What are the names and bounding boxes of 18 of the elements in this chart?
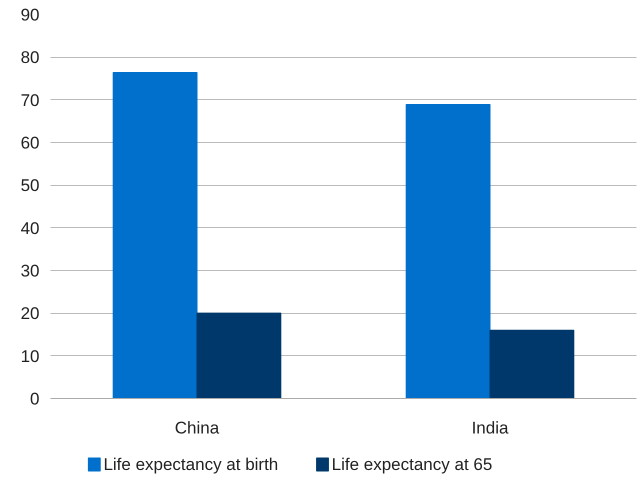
y-tick-label: 70 [20,90,40,110]
y-tick-label: 10 [20,346,40,366]
y-tick-label: 0 [30,390,40,408]
y-tick-label: 90 [20,6,40,24]
legend-label: Life expectancy at 65 [332,455,492,474]
y-tick-label: 50 [20,176,40,196]
legend-label: Life expectancy at birth [103,455,278,474]
y-tick-label: 20 [20,304,40,324]
bar [406,104,490,398]
bar [196,312,282,398]
x-tick-label: India [472,418,509,438]
y-tick-label: 80 [20,48,40,68]
y-tick-label: 60 [20,134,40,152]
bar [112,72,198,398]
y-tick-label: 40 [20,218,40,238]
x-tick-label: China [174,418,220,438]
y-tick-label: 30 [20,262,40,280]
bar [490,330,574,398]
